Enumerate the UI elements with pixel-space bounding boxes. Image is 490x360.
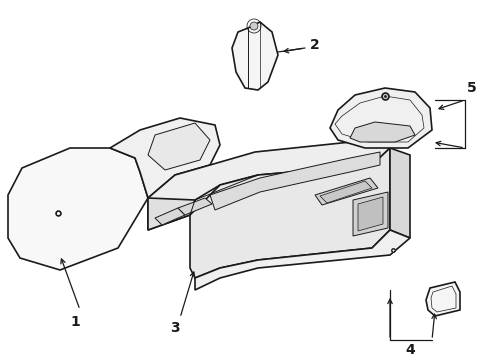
Polygon shape bbox=[390, 148, 410, 238]
Polygon shape bbox=[195, 230, 410, 290]
Polygon shape bbox=[155, 208, 185, 225]
Polygon shape bbox=[190, 148, 390, 278]
Polygon shape bbox=[315, 178, 378, 205]
Polygon shape bbox=[148, 198, 195, 230]
Text: 3: 3 bbox=[170, 321, 180, 335]
Polygon shape bbox=[8, 148, 148, 270]
Polygon shape bbox=[178, 198, 212, 215]
Text: 4: 4 bbox=[405, 343, 415, 357]
Polygon shape bbox=[350, 122, 415, 142]
Polygon shape bbox=[148, 140, 390, 230]
Circle shape bbox=[250, 22, 258, 30]
Polygon shape bbox=[110, 118, 220, 198]
Polygon shape bbox=[353, 192, 388, 236]
Polygon shape bbox=[330, 88, 432, 148]
Text: 1: 1 bbox=[70, 315, 80, 329]
Polygon shape bbox=[148, 123, 210, 170]
Polygon shape bbox=[358, 197, 383, 231]
Text: 2: 2 bbox=[310, 38, 320, 52]
Polygon shape bbox=[320, 181, 372, 203]
Polygon shape bbox=[210, 152, 380, 210]
Polygon shape bbox=[232, 22, 278, 90]
Polygon shape bbox=[426, 282, 460, 316]
Text: 5: 5 bbox=[467, 81, 477, 95]
